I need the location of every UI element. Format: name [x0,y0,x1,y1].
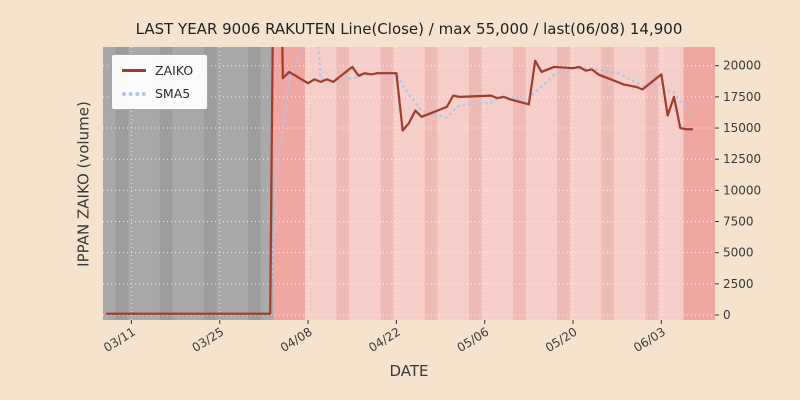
x-axis-label: DATE [389,362,429,380]
weekend-stripe [557,47,570,320]
weekend-stripe [645,47,659,320]
highlight-band [273,47,305,320]
zaiko-line-sample-icon [122,69,146,72]
y-tick-label: 10000 [723,183,761,197]
gray-weekend-stripe [248,47,261,320]
x-tick-label: 04/22 [366,325,403,355]
weekend-stripe [513,47,526,320]
y-tick-label: 20000 [723,59,761,73]
chart-title: LAST YEAR 9006 RAKUTEN Line(Close) / max… [135,20,683,38]
zaiko-line [106,47,693,315]
x-tick-label: 05/06 [455,325,492,355]
weekend-stripe [601,47,615,320]
x-tick-label: 03/11 [101,325,138,355]
weekend-stripe [380,47,394,320]
sma5-line [142,47,695,315]
x-tick-label: 04/08 [278,325,315,355]
weekend-stripe [468,47,482,320]
highlight-band [683,47,715,320]
legend-item-sma5: SMA5 [122,86,193,101]
sma5-line-sample-icon [122,91,146,96]
series-group [106,47,695,315]
legend: ZAIKO SMA5 [111,54,209,110]
y-tick-label: 17500 [723,90,761,104]
legend-label-sma5: SMA5 [155,86,191,101]
x-tick-label: 05/20 [543,325,580,355]
y-tick-label: 0 [723,308,731,322]
gray-weekend-stripe [159,47,173,320]
legend-label-zaiko: ZAIKO [155,63,194,78]
x-tick-label: 03/25 [190,325,227,355]
gray-weekend-stripe [203,47,217,320]
weekend-stripe [424,47,438,320]
weekend-stripe [336,47,350,320]
legend-item-zaiko: ZAIKO [122,63,193,78]
y-tick-label: 12500 [723,152,761,166]
x-tick-label: 06/03 [631,325,668,355]
y-tick-label: 5000 [723,246,754,260]
y-tick-label: 7500 [723,215,754,229]
gray-weekend-stripe [115,47,129,320]
y-tick-label: 15000 [723,121,761,135]
y-tick-label: 2500 [723,277,754,291]
